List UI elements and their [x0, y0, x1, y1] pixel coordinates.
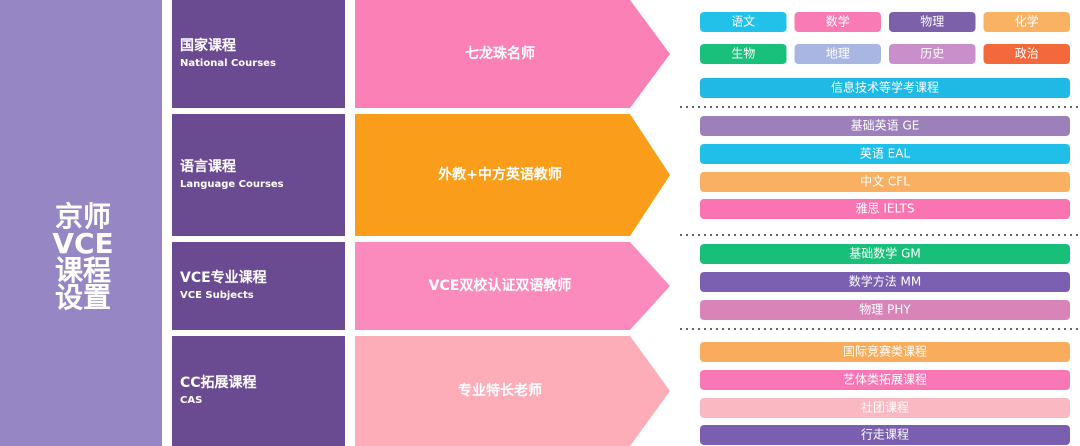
course: 信息技术等学考课程 — [831, 80, 939, 95]
teacher-arrow — [355, 336, 670, 446]
teacher: 专业特长老师 — [458, 382, 542, 399]
course-pill — [700, 78, 1070, 98]
course-pill — [700, 199, 1070, 219]
course-pill — [700, 12, 787, 32]
course: 艺体类拓展课程 — [843, 372, 927, 387]
course-pill — [983, 12, 1070, 32]
course-pill — [794, 12, 881, 32]
course-pill — [700, 244, 1070, 264]
course: 数学方法 MM — [849, 274, 922, 289]
category-name-en: CAS — [180, 395, 202, 406]
course: 数学 — [826, 14, 850, 29]
course-pill — [700, 172, 1070, 192]
course-pill — [700, 116, 1070, 136]
category-name: 国家课程 — [180, 37, 236, 54]
category-name: CC拓展课程 — [180, 374, 257, 391]
course: 国际竞赛类课程 — [843, 344, 927, 359]
course: 雅思 IELTS — [856, 201, 915, 216]
teacher-arrow — [355, 114, 670, 236]
course: 社团课程 — [861, 400, 909, 415]
category-box — [172, 242, 345, 330]
category-box — [172, 336, 345, 446]
teacher: 外教+中方英语教师 — [438, 166, 562, 183]
category-name-en: VCE Subjects — [180, 290, 254, 301]
course: 行走课程 — [861, 427, 909, 442]
course-pill — [700, 398, 1070, 418]
category-name-en: National Courses — [180, 58, 276, 69]
course: 政治 — [1015, 47, 1039, 61]
teacher-arrow — [355, 0, 670, 108]
category-box — [172, 0, 345, 108]
title: 京师 VCE 课程设置 — [52, 200, 113, 314]
course: 化学 — [1015, 14, 1039, 29]
teacher: 七龙珠名师 — [465, 45, 535, 62]
course: 语文 — [731, 14, 755, 29]
course-pill — [700, 370, 1070, 390]
course: 物理 PHY — [859, 303, 911, 317]
course: 物理 — [920, 15, 944, 29]
course-pill — [700, 300, 1070, 320]
category-name: 语言课程 — [180, 158, 236, 175]
course: 英语 EAL — [860, 147, 911, 161]
course-pill — [700, 425, 1070, 445]
course: 历史 — [920, 47, 944, 61]
course: 基础英语 GE — [851, 119, 920, 133]
title-panel — [0, 0, 162, 446]
teacher-arrow — [355, 242, 670, 330]
course-pill — [700, 144, 1070, 164]
category-name-en: Language Courses — [180, 179, 284, 190]
category-name: VCE专业课程 — [180, 269, 267, 286]
course-pill — [700, 342, 1070, 362]
course-pill — [889, 44, 976, 64]
course-pill — [794, 44, 881, 64]
course: 中文 CFL — [860, 174, 910, 189]
course: 地理 — [826, 47, 850, 61]
category-box — [172, 114, 345, 236]
course-pill — [700, 272, 1070, 292]
course-pill — [983, 44, 1070, 64]
teacher: VCE双校认证双语教师 — [429, 277, 572, 294]
course: 基础数学 GM — [849, 246, 920, 261]
course-pill — [700, 44, 787, 64]
course-pill — [889, 12, 976, 32]
course: 生物 — [731, 47, 755, 61]
